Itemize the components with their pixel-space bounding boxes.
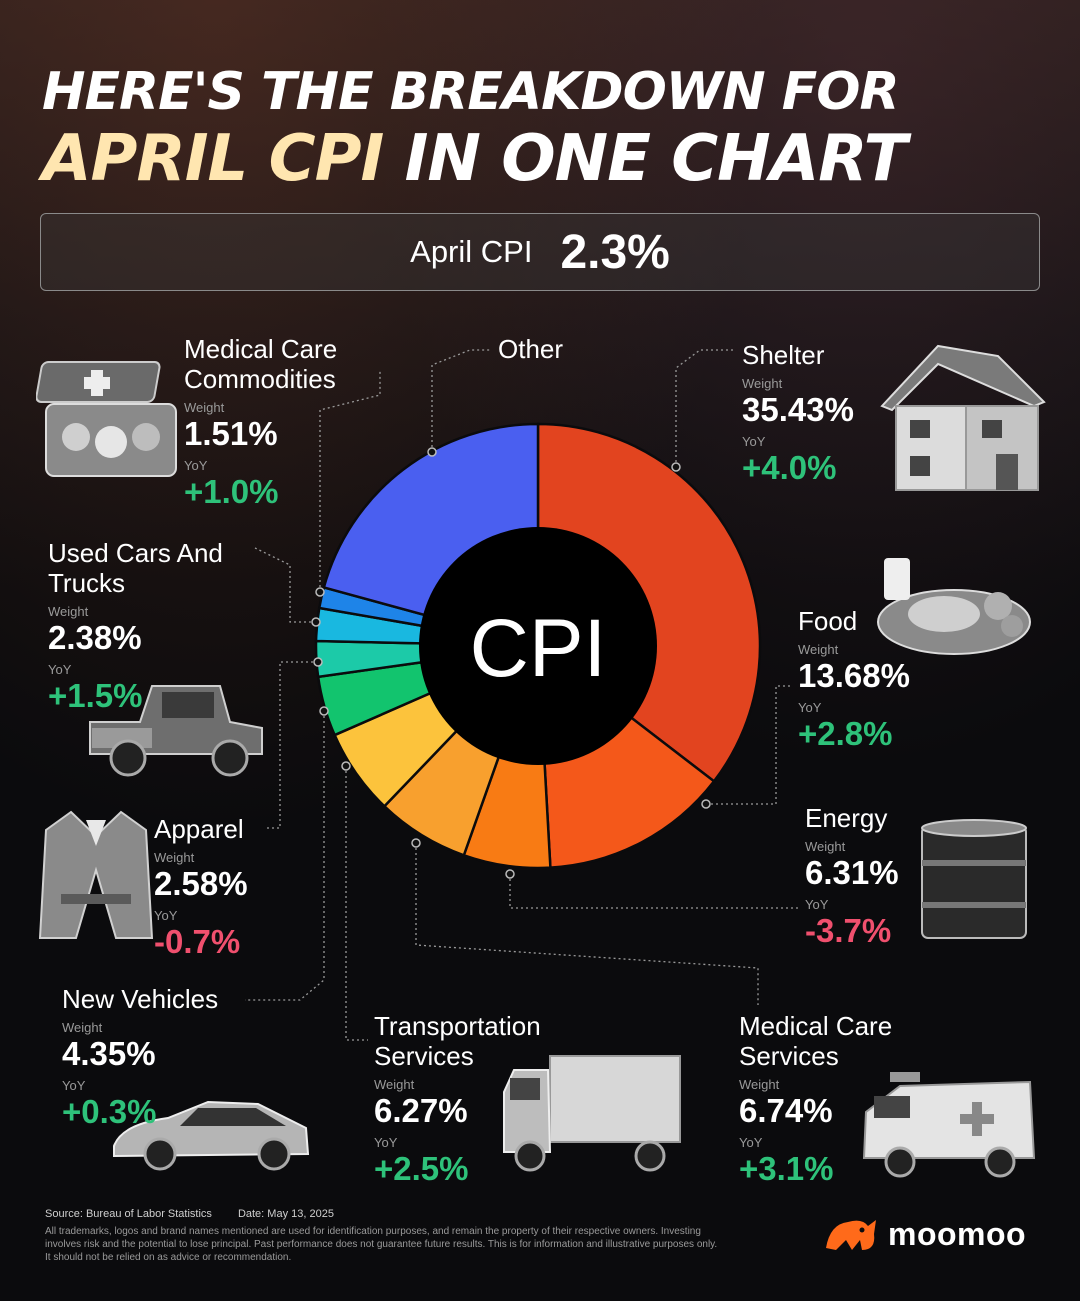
label-food: Food Weight 13.68% YoY +2.8%	[798, 606, 910, 752]
title-line-1: HERE'S THE BREAKDOWN FOR	[42, 62, 900, 122]
medical-services-name-2: Services	[739, 1041, 839, 1071]
food-plate-icon	[877, 558, 1031, 655]
used-cars-yoy-label: YoY	[48, 662, 72, 677]
cpi-summary-box: April CPI 2.3%	[40, 213, 1040, 291]
medical-services-weight-label: Weight	[739, 1077, 780, 1092]
blazer-icon	[38, 810, 154, 939]
leader-shelter	[675, 349, 735, 467]
food-name: Food	[798, 606, 858, 636]
house-icon	[880, 344, 1046, 491]
shelter-name: Shelter	[742, 340, 825, 370]
label-other: Other	[498, 334, 563, 364]
apparel-yoy-label: YoY	[154, 908, 178, 923]
apparel-weight: 2.58%	[154, 865, 248, 902]
delivery-truck-icon	[503, 1055, 681, 1172]
apparel-weight-label: Weight	[154, 850, 195, 865]
cpi-summary-value: 2.3%	[560, 225, 670, 279]
new-vehicles-name: New Vehicles	[62, 984, 219, 1014]
leader-medical-commodities	[319, 370, 381, 592]
energy-yoy-label: YoY	[805, 897, 829, 912]
leader-food	[706, 685, 792, 805]
moomoo-logo-icon	[826, 1220, 876, 1250]
energy-name: Energy	[805, 803, 888, 833]
shelter-yoy-label: YoY	[742, 434, 766, 449]
label-transportation: Transportation Services Weight 6.27% YoY…	[374, 1011, 541, 1187]
shelter-weight-label: Weight	[742, 376, 783, 391]
medical-services-yoy-label: YoY	[739, 1135, 763, 1150]
new-vehicles-weight: 4.35%	[62, 1035, 156, 1072]
oil-barrel-icon	[921, 819, 1027, 939]
apparel-yoy: -0.7%	[154, 923, 241, 960]
energy-weight: 6.31%	[805, 854, 899, 891]
title-rest: IN ONE CHART	[383, 122, 908, 196]
label-used-cars: Used Cars And Trucks Weight 2.38% YoY +1…	[48, 538, 223, 714]
label-energy: Energy Weight 6.31% YoY -3.7%	[805, 803, 899, 949]
label-shelter: Shelter Weight 35.43% YoY +4.0%	[742, 340, 854, 486]
food-yoy-label: YoY	[798, 700, 822, 715]
leader-energy	[509, 874, 800, 909]
new-vehicles-yoy-label: YoY	[62, 1078, 86, 1093]
transportation-name-2: Services	[374, 1041, 474, 1071]
label-medical-commodities: Medical Care Commodities Weight 1.51% Yo…	[184, 334, 337, 510]
medical-commodities-weight-label: Weight	[184, 400, 225, 415]
cpi-summary-label: April CPI	[410, 234, 533, 269]
title-highlight: APRIL CPI	[42, 122, 384, 196]
new-vehicles-yoy: +0.3%	[62, 1093, 157, 1130]
ambulance-icon	[862, 1072, 1036, 1178]
medical-commodities-name-2: Commodities	[184, 364, 336, 394]
label-apparel: Apparel Weight 2.58% YoY -0.7%	[154, 814, 248, 960]
pickup-truck-icon	[89, 685, 263, 777]
used-cars-weight: 2.38%	[48, 619, 142, 656]
leader-apparel	[265, 661, 318, 829]
leader-medical-services	[415, 843, 759, 1005]
transportation-yoy-label: YoY	[374, 1135, 398, 1150]
medical-commodities-yoy: +1.0%	[184, 473, 279, 510]
medical-commodities-weight: 1.51%	[184, 415, 278, 452]
label-new-vehicles: New Vehicles Weight 4.35% YoY +0.3%	[62, 984, 218, 1130]
leader-transportation	[345, 766, 368, 1041]
food-weight-label: Weight	[798, 642, 839, 657]
donut-center-label: CPI	[470, 603, 607, 694]
footer: Source: Bureau of Labor Statistics Date: …	[45, 1207, 725, 1264]
transportation-yoy: +2.5%	[374, 1150, 469, 1187]
used-cars-name-1: Used Cars And	[48, 538, 223, 568]
medical-services-yoy: +3.1%	[739, 1150, 834, 1187]
shelter-yoy: +4.0%	[742, 449, 837, 486]
label-medical-services: Medical Care Services Weight 6.74% YoY +…	[739, 1011, 892, 1187]
other-name: Other	[498, 334, 564, 364]
donut-slices	[314, 422, 762, 870]
footer-date: Date: May 13, 2025	[237, 1208, 334, 1220]
shelter-weight: 35.43%	[742, 391, 854, 428]
medical-commodities-name-1: Medical Care	[184, 334, 338, 364]
sports-car-icon	[113, 1100, 310, 1171]
leader-lines	[245, 349, 800, 1041]
leader-dots	[311, 447, 711, 879]
footer-source-line: Source: Bureau of Labor Statistics Date: …	[45, 1207, 725, 1221]
transportation-name-1: Transportation	[374, 1011, 541, 1041]
apparel-name: Apparel	[154, 814, 244, 844]
food-weight: 13.68%	[798, 657, 910, 694]
medical-commodities-yoy-label: YoY	[184, 458, 208, 473]
first-aid-kit-icon	[36, 361, 177, 477]
donut-hole	[419, 527, 657, 765]
medical-services-name-1: Medical Care	[739, 1011, 893, 1041]
energy-weight-label: Weight	[805, 839, 846, 854]
used-cars-weight-label: Weight	[48, 604, 89, 619]
used-cars-yoy: +1.5%	[48, 677, 143, 714]
moomoo-brand[interactable]: moomoo	[822, 1214, 1026, 1254]
transportation-weight: 6.27%	[374, 1092, 468, 1129]
footer-disclaimer: All trademarks, logos and brand names me…	[45, 1226, 718, 1263]
moomoo-wordmark: moomoo	[888, 1215, 1027, 1252]
footer-source: Source: Bureau of Labor Statistics	[45, 1208, 212, 1220]
leader-used-cars	[254, 547, 316, 623]
food-yoy: +2.8%	[798, 715, 893, 752]
new-vehicles-weight-label: Weight	[62, 1020, 103, 1035]
transportation-weight-label: Weight	[374, 1077, 415, 1092]
used-cars-name-2: Trucks	[48, 568, 126, 598]
page-title: HERE'S THE BREAKDOWN FOR APRIL CPI IN ON…	[42, 62, 908, 196]
energy-yoy: -3.7%	[805, 912, 892, 949]
medical-services-weight: 6.74%	[739, 1092, 833, 1129]
title-line-2: APRIL CPI IN ONE CHART	[42, 122, 908, 196]
